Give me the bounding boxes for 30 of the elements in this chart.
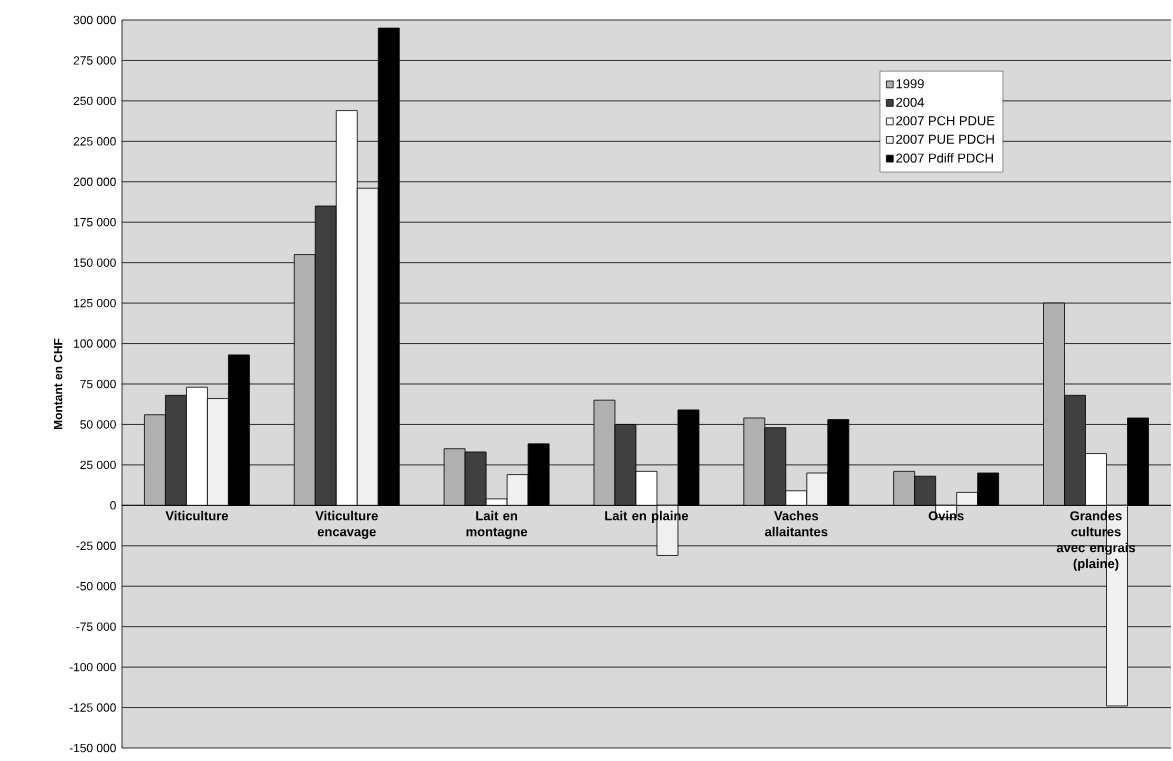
x-tick-label: Lait en montagne xyxy=(466,510,528,539)
y-tick-label: 100 000 xyxy=(74,339,116,348)
y-tick-label: 300 000 xyxy=(73,15,116,25)
y-tick-label: -50 000 xyxy=(76,581,116,591)
y-tick-label: 200 000 xyxy=(73,177,116,186)
y-tick-label: 125 000 xyxy=(74,298,116,308)
legend-label: 1999 xyxy=(896,79,924,89)
y-tick-label: -25 000 xyxy=(76,541,116,550)
y-tick-label: 75 000 xyxy=(80,379,116,389)
y-tick-label: 25 000 xyxy=(80,460,116,470)
y-tick-label: -125 000 xyxy=(69,703,116,712)
y-axis-title: Montant en CHF xyxy=(53,338,63,430)
y-tick-label: -150 000 xyxy=(69,743,116,753)
y-tick-label: 225 000 xyxy=(73,137,116,146)
legend-label: 2004 xyxy=(896,97,925,107)
legend-label: 2007 PUE PDCH xyxy=(896,134,994,144)
y-tick-label: 50 000 xyxy=(80,420,116,429)
y-tick-label: 150 000 xyxy=(74,258,116,267)
legend-label: 2007 PCH PDUE xyxy=(896,116,995,126)
y-tick-label: 275 000 xyxy=(73,56,116,65)
x-tick-label: Vaches allaitantes xyxy=(765,510,828,537)
x-tick-label: Lait en plaine xyxy=(605,510,689,523)
x-tick-label: Viticulture encavage xyxy=(315,510,378,539)
y-tick-label: 175 000 xyxy=(74,217,116,227)
y-tick-label: 0 xyxy=(110,501,116,510)
legend-label: 2007 Pdiff PDCH xyxy=(896,153,993,163)
y-tick-label: -75 000 xyxy=(76,622,116,631)
x-tick-label: Viticulture xyxy=(165,510,229,521)
y-tick-label: -100 000 xyxy=(69,662,116,672)
y-tick-label: 250 000 xyxy=(73,96,116,106)
